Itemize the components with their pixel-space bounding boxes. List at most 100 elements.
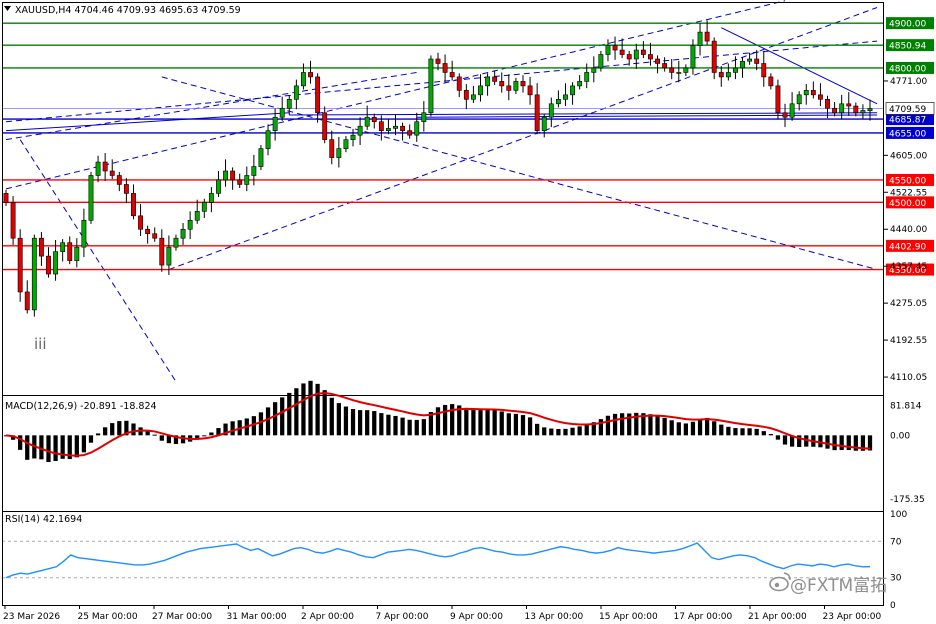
macd-bar: [775, 435, 781, 440]
candle-body: [102, 161, 108, 172]
time-tick-label: 23 Mar 2026: [3, 612, 60, 622]
candle-body: [478, 85, 483, 96]
macd-bar: [159, 435, 164, 441]
macd-bar: [726, 426, 731, 436]
macd-bar: [414, 419, 419, 436]
trendline[interactable]: [721, 27, 878, 105]
rsi-title: RSI(14) 42.1694: [5, 514, 82, 525]
candle-body: [796, 94, 802, 105]
macd-bar: [95, 433, 101, 436]
macd-bar: [627, 413, 632, 436]
candle-body: [704, 31, 710, 42]
candle-body: [258, 148, 264, 167]
macd-bar: [223, 423, 228, 436]
candle-body: [166, 246, 172, 266]
macd-bar: [10, 435, 16, 440]
rsi-line: [5, 542, 871, 579]
candle-body: [577, 81, 583, 87]
candle-body: [768, 76, 774, 87]
macd-bar: [407, 419, 412, 436]
macd-bar: [584, 424, 589, 436]
macd-tick-label: 81.814: [890, 402, 922, 412]
candle-body: [60, 242, 66, 252]
candle-body: [3, 193, 9, 203]
macd-bar: [166, 435, 172, 444]
candle-body: [17, 237, 23, 293]
macd-bar: [520, 415, 526, 436]
macd-bar: [421, 419, 426, 436]
trendline[interactable]: [19, 139, 177, 382]
level-tag-label: 4350.00: [889, 266, 926, 276]
triangle-down-icon[interactable]: [4, 6, 11, 11]
candle-body: [669, 67, 675, 73]
trendline[interactable]: [168, 7, 878, 271]
candle-body: [187, 219, 193, 230]
macd-bar: [195, 435, 200, 440]
price-tick-label: 4771.00: [890, 77, 927, 87]
candle-body: [789, 103, 795, 118]
candle-body: [711, 40, 717, 73]
price-tick-label: 4440.00: [890, 225, 927, 235]
candle-body: [138, 215, 143, 230]
macd-bar: [641, 413, 646, 436]
candle-body: [676, 72, 682, 74]
macd-bar: [697, 418, 703, 436]
macd-bar: [315, 383, 320, 436]
macd-bar: [301, 383, 306, 436]
price-tick-label: 4605.00: [890, 151, 927, 161]
macd-bar: [173, 435, 179, 444]
trendline[interactable]: [5, 0, 786, 190]
macd-bar: [492, 410, 497, 436]
time-tick-label: 15 Apr 00:00: [599, 612, 658, 622]
time-tick-label: 31 Mar 00:00: [227, 612, 287, 622]
trendline[interactable]: [5, 112, 290, 132]
watermark-text: @FXTM富拓: [790, 576, 887, 596]
candle-body: [803, 90, 809, 96]
candle-body: [499, 81, 505, 87]
level-tag: [886, 126, 934, 139]
candle-body: [350, 134, 356, 140]
macd-bar: [386, 414, 391, 436]
candle-body: [173, 237, 179, 248]
candle-body: [456, 76, 462, 91]
level-tag: [886, 263, 934, 276]
candle-body: [265, 130, 271, 149]
macd-bar: [598, 419, 604, 436]
rsi-tick-label: 70: [890, 537, 902, 547]
level-tag-label: 4550.00: [889, 176, 926, 186]
macd-bar: [124, 420, 129, 436]
candle-body: [428, 58, 434, 114]
candle-body: [364, 116, 370, 127]
macd-bar: [782, 435, 788, 445]
time-tick-label: 27 Mar 00:00: [152, 612, 212, 622]
candle-body: [775, 85, 781, 114]
macd-bar: [209, 432, 214, 436]
candle-body: [470, 94, 476, 100]
macd-bar: [39, 435, 44, 460]
candle-body: [697, 31, 703, 46]
macd-bar: [818, 435, 823, 448]
macd-bar: [747, 428, 752, 436]
macd-tick-label: -175.35: [890, 495, 925, 505]
trendline[interactable]: [416, 114, 878, 118]
macd-bar: [733, 428, 738, 436]
candle-body: [506, 85, 512, 91]
symbol-info: XAUUSD,H4 4704.46 4709.93 4695.63 4709.5…: [15, 5, 241, 16]
candle-body: [605, 45, 611, 55]
candle-body: [633, 49, 639, 60]
candle-body: [655, 58, 660, 64]
macd-panel: MACD(12,26,9) -20.891 -18.824 81.814 0.00…: [3, 380, 925, 505]
weibo-icon: [769, 572, 791, 592]
macd-bar: [789, 435, 795, 447]
macd-signal-line: [5, 392, 871, 457]
time-axis: 23 Mar 2026 25 Mar 00:00 27 Mar 00:00 31 Ma…: [3, 605, 881, 622]
macd-bar: [435, 407, 441, 436]
candle-body: [301, 72, 306, 87]
candle-body: [810, 90, 816, 96]
macd-bar: [265, 407, 271, 436]
time-tick-label: 7 Apr 00:00: [376, 612, 429, 622]
candle-body: [244, 175, 250, 185]
trendline[interactable]: [289, 112, 878, 116]
candle-body: [67, 242, 73, 261]
macd-bar: [180, 435, 186, 444]
